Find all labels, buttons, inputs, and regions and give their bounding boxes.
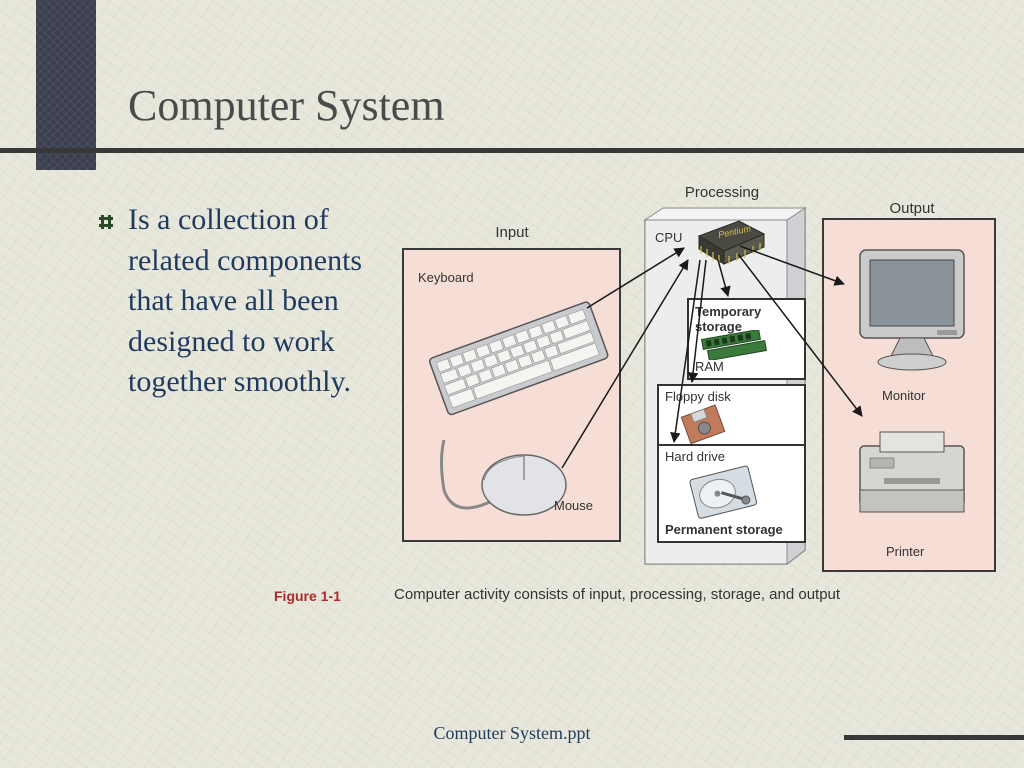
title-rule [0,148,1024,153]
arrows-overlay [392,188,1002,588]
bullet-text: Is a collection of related components th… [128,200,368,403]
diagram-container: Input Processing Output Keyboard Mouse [392,188,1002,618]
bullet-icon [98,214,114,230]
slide-title: Computer System [128,80,445,131]
diagram-caption: Computer activity consists of input, pro… [394,586,840,603]
footer-text: Computer System.ppt [0,723,1024,744]
accent-block [36,0,96,170]
figure-label: Figure 1-1 [274,588,341,604]
